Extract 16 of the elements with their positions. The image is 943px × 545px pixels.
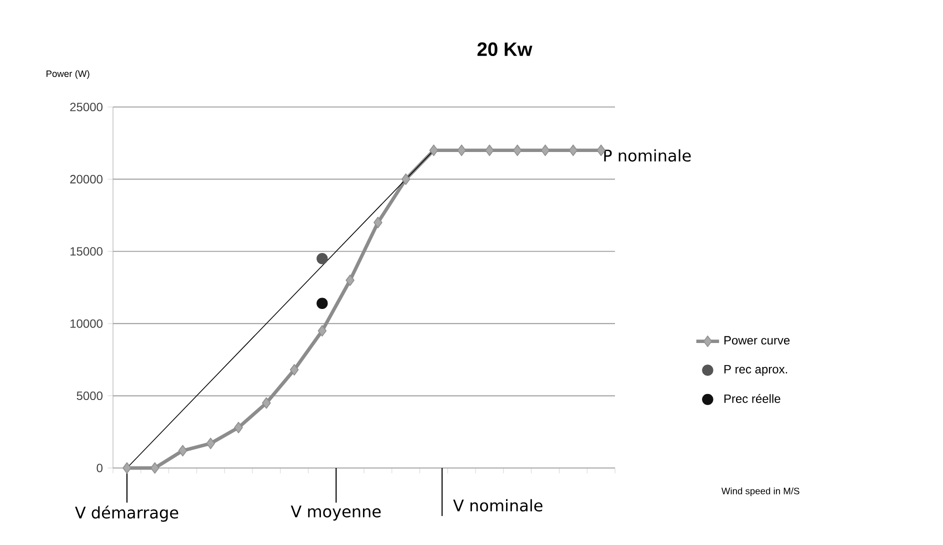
y-tick-label: 5000	[76, 392, 102, 400]
text: V démarrage	[75, 506, 178, 522]
y-tick-label: 15000	[70, 247, 102, 256]
text: V moyenne	[290, 506, 381, 521]
y-tick-label: 20000	[70, 174, 102, 184]
legend-label: Prec réelle	[724, 394, 780, 403]
text: Wind speed in M/S	[721, 487, 800, 496]
y-axis-title: Power (W)	[46, 70, 90, 79]
chart-title: 20 Kw	[477, 42, 532, 56]
text: V nominale	[453, 499, 542, 512]
legend-label: P rec aprox.	[724, 365, 788, 376]
y-tick-label: 10000	[70, 319, 102, 328]
annotation: P nominale	[604, 149, 691, 162]
y-tick-label: 0	[96, 464, 102, 472]
legend-label: Power curve	[724, 336, 790, 345]
y-tick-label: 25000	[70, 102, 102, 112]
